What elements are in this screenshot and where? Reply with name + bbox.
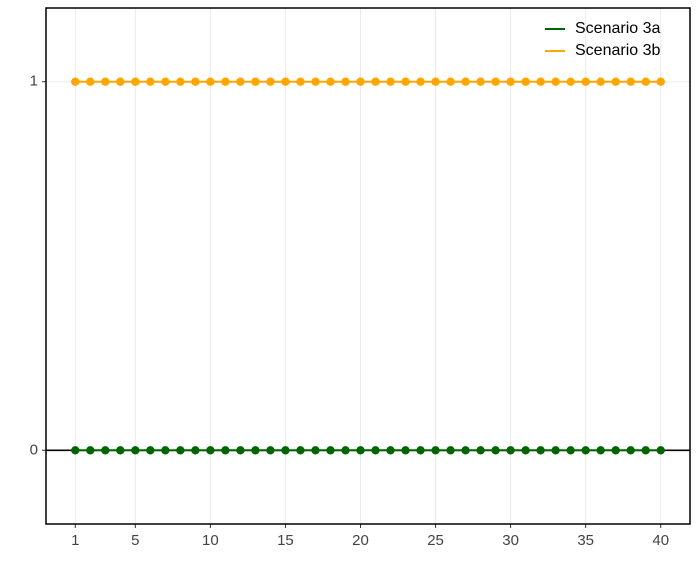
point [266, 77, 275, 86]
point [176, 77, 185, 86]
point [371, 77, 380, 86]
point [521, 446, 530, 455]
point [566, 77, 575, 86]
point [86, 446, 95, 455]
point [101, 446, 110, 455]
y-tick-label: 0 [30, 441, 38, 458]
legend: Scenario 3a Scenario 3b [545, 20, 660, 59]
point [146, 446, 155, 455]
x-tick-label: 30 [502, 532, 519, 549]
point [116, 446, 125, 455]
point [281, 446, 290, 455]
point [611, 77, 620, 86]
point [326, 446, 335, 455]
point [476, 446, 485, 455]
point [416, 77, 425, 86]
x-tick-label: 25 [427, 532, 444, 549]
point [371, 446, 380, 455]
point [596, 77, 605, 86]
point [626, 77, 635, 86]
legend-label: Scenario 3b [575, 42, 660, 59]
point [191, 446, 200, 455]
point [581, 446, 590, 455]
point [131, 77, 140, 86]
x-tick-label: 35 [577, 532, 594, 549]
point [596, 446, 605, 455]
point [566, 446, 575, 455]
point [356, 77, 365, 86]
x-tick-label: 5 [131, 532, 139, 549]
point [551, 446, 560, 455]
point [161, 446, 170, 455]
x-tick-label: 10 [202, 532, 219, 549]
x-tick-label: 1 [71, 532, 79, 549]
point [341, 77, 350, 86]
point [506, 446, 515, 455]
point [461, 77, 470, 86]
point [311, 77, 320, 86]
point [146, 77, 155, 86]
point [431, 77, 440, 86]
x-tick-label: 15 [277, 532, 294, 549]
point [656, 77, 665, 86]
point [251, 446, 260, 455]
point [131, 446, 140, 455]
y-tick-label: 1 [30, 73, 38, 90]
point [506, 77, 515, 86]
point [641, 77, 650, 86]
point [536, 77, 545, 86]
point [161, 77, 170, 86]
point [206, 446, 215, 455]
point [296, 77, 305, 86]
point [461, 446, 470, 455]
point [341, 446, 350, 455]
point [401, 446, 410, 455]
point [401, 77, 410, 86]
point [86, 77, 95, 86]
point [431, 446, 440, 455]
point [611, 446, 620, 455]
point [356, 446, 365, 455]
legend-label: Scenario 3a [575, 20, 660, 37]
point [476, 77, 485, 86]
point [641, 446, 650, 455]
point [281, 77, 290, 86]
point [71, 446, 80, 455]
point [536, 446, 545, 455]
point [101, 77, 110, 86]
x-tick-label: 20 [352, 532, 369, 549]
point [266, 446, 275, 455]
x-tick-label: 40 [652, 532, 669, 549]
point [446, 446, 455, 455]
point [626, 446, 635, 455]
point [221, 77, 230, 86]
point [446, 77, 455, 86]
point [491, 446, 500, 455]
point [551, 77, 560, 86]
point [656, 446, 665, 455]
point [416, 446, 425, 455]
point [491, 77, 500, 86]
point [206, 77, 215, 86]
point [116, 77, 125, 86]
point [386, 446, 395, 455]
point [311, 446, 320, 455]
point [251, 77, 260, 86]
point [176, 446, 185, 455]
point [221, 446, 230, 455]
point [326, 77, 335, 86]
point [191, 77, 200, 86]
point [386, 77, 395, 86]
point [71, 77, 80, 86]
point [296, 446, 305, 455]
point [236, 446, 245, 455]
point [581, 77, 590, 86]
point [521, 77, 530, 86]
plot-border [45, 7, 691, 525]
point [236, 77, 245, 86]
